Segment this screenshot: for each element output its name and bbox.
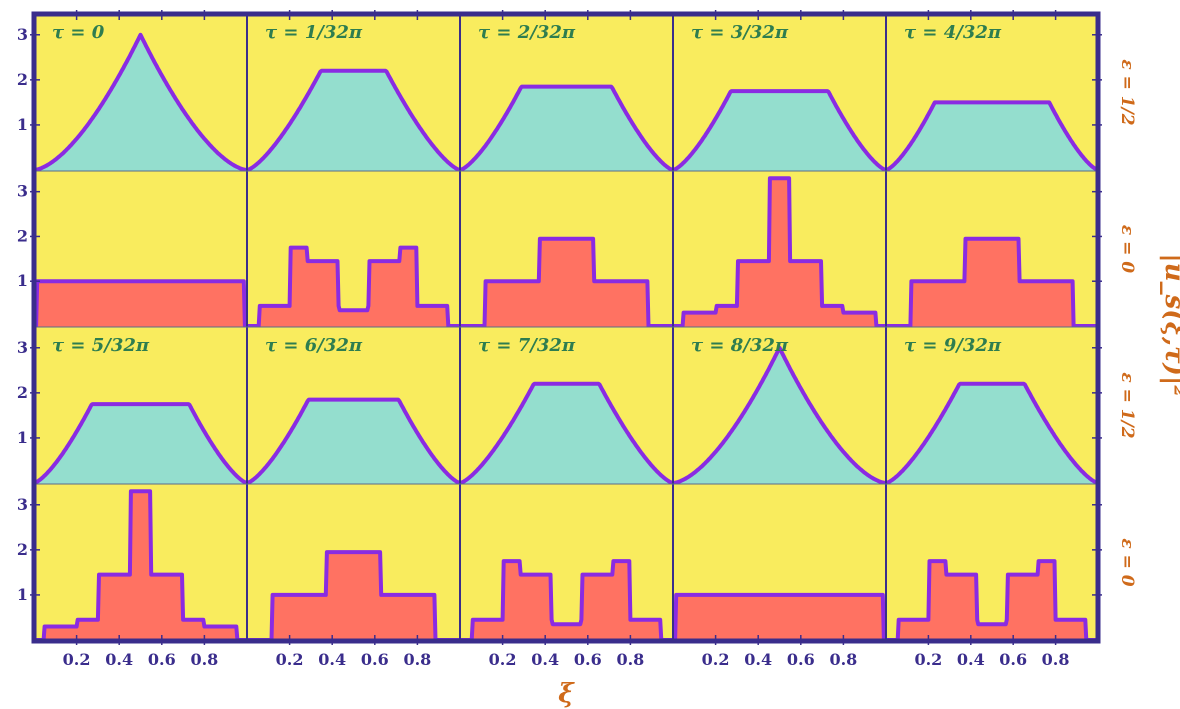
x-tick-label: 0.2 [914, 650, 942, 669]
area-fill [886, 383, 1098, 484]
series-line [459, 381, 674, 485]
area-fill [34, 34, 247, 171]
x-tick-label: 0.4 [105, 650, 133, 669]
x-tick-label: 0.2 [276, 650, 304, 669]
row-eps-label: ε = 1/2 [1117, 372, 1137, 438]
panel-title: τ = 5/32π [52, 335, 150, 356]
row-eps-label: ε = 0 [1117, 538, 1137, 586]
area-fill [886, 561, 1098, 641]
x-tick-label: 0.8 [403, 650, 431, 669]
x-tick-label: 0.8 [616, 650, 644, 669]
y-tick-label: 3 [17, 338, 28, 357]
y-tick-label: 1 [17, 271, 28, 290]
series-line [33, 402, 248, 485]
x-tick-label: 0.8 [829, 650, 857, 669]
panel-title: τ = 4/32π [904, 22, 1002, 43]
area-fill [673, 347, 886, 484]
series-line [33, 279, 248, 328]
series-line [246, 397, 461, 485]
x-tick-label: 0.6 [574, 650, 602, 669]
y-tick-label: 2 [17, 226, 28, 245]
x-tick-label: 0.8 [190, 650, 218, 669]
y-tick-label: 3 [17, 25, 28, 44]
row-eps-label: ε = 1/2 [1117, 59, 1137, 125]
area-fill [673, 178, 886, 327]
area-fill [886, 238, 1098, 327]
y-tick-label: 1 [17, 115, 28, 134]
series-line [672, 176, 887, 328]
area-fill [247, 70, 460, 171]
series-line [885, 559, 1099, 642]
x-axis-label: ξ [558, 679, 575, 709]
area-fill [673, 594, 886, 641]
panel-title: τ = 1/32π [265, 22, 363, 43]
x-tick-label: 0.6 [361, 650, 389, 669]
x-tick-label: 0.4 [318, 650, 346, 669]
series-line [672, 592, 887, 642]
y-tick-label: 2 [17, 383, 28, 402]
panel-bg [247, 171, 460, 327]
panel-bg [460, 484, 673, 641]
x-tick-label: 0.2 [702, 650, 730, 669]
row-eps-label: ε = 0 [1117, 225, 1137, 273]
x-tick-label: 0.4 [744, 650, 772, 669]
panel-grid: τ = 0 τ = 1/32π τ = 2/32π τ = 3/32π τ = 4/32… [33, 14, 1099, 642]
y-axis-label: |u_s(ξ,τ)|² [1159, 253, 1180, 396]
x-tick-label: 0.6 [148, 650, 176, 669]
series-line [246, 68, 461, 172]
series-line [885, 236, 1099, 328]
x-tick-label: 0.2 [63, 650, 91, 669]
series-line [885, 100, 1099, 172]
panel-title: τ = 8/32π [691, 335, 789, 356]
area-fill [886, 102, 1098, 171]
series-line [33, 32, 248, 172]
series-line [672, 89, 887, 172]
x-tick-label: 0.4 [957, 650, 985, 669]
series-line [246, 245, 461, 328]
y-tick-label: 3 [17, 182, 28, 201]
panel-title: τ = 2/32π [478, 22, 576, 43]
panel-title: τ = 7/32π [478, 335, 576, 356]
area-fill [34, 491, 247, 641]
y-tick-label: 1 [17, 585, 28, 604]
series-line [459, 84, 674, 172]
y-tick-label: 1 [17, 428, 28, 447]
series-line [246, 550, 461, 642]
area-fill [247, 399, 460, 484]
area-fill [34, 404, 247, 484]
y-tick-label: 3 [17, 495, 28, 514]
panel-title: τ = 9/32π [904, 335, 1002, 356]
panel-bg [886, 484, 1098, 641]
series-line [33, 489, 248, 642]
area-fill [673, 91, 886, 171]
x-tick-label: 0.2 [489, 650, 517, 669]
series-line [672, 345, 887, 485]
series-line [459, 236, 674, 328]
grid-lines [31, 11, 1101, 644]
panel-title: τ = 0 [52, 22, 105, 43]
x-tick-label: 0.6 [787, 650, 815, 669]
panel-title: τ = 3/32π [691, 22, 789, 43]
x-tick-label: 0.4 [531, 650, 559, 669]
row-labels: ε = 1/2 ε = 0 ε = 1/2 ε = 0 [1117, 59, 1137, 586]
x-tick-label: 0.6 [999, 650, 1027, 669]
area-fill [34, 281, 247, 327]
area-fill [247, 552, 460, 641]
series-line [459, 559, 674, 642]
plot-frame [31, 11, 1101, 644]
area-fill [460, 383, 673, 484]
panel-title: τ = 6/32π [265, 335, 363, 356]
series-line [885, 381, 1099, 485]
area-fill [460, 238, 673, 327]
area-fill [460, 86, 673, 171]
area-fill [460, 561, 673, 641]
y-axis: 1 2 3 1 2 3 1 2 3 1 2 3 [17, 25, 1102, 604]
x-axis: 0.2 0.4 0.6 0.8 0.2 0.4 0.6 0.8 0.2 0.4 0.6 0.8 0.2 0… [63, 10, 1070, 669]
y-tick-label: 2 [17, 540, 28, 559]
x-tick-label: 0.8 [1042, 650, 1070, 669]
area-fill [247, 247, 460, 327]
y-tick-label: 2 [17, 70, 28, 89]
